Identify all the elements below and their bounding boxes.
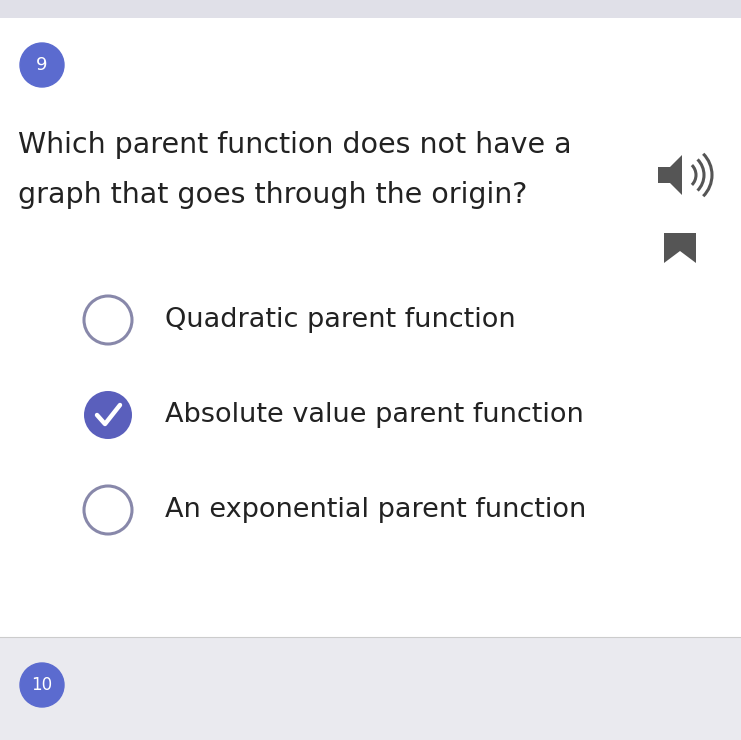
Circle shape — [84, 296, 132, 344]
Polygon shape — [658, 155, 682, 195]
FancyBboxPatch shape — [0, 0, 741, 18]
Text: graph that goes through the origin?: graph that goes through the origin? — [18, 181, 528, 209]
Circle shape — [84, 486, 132, 534]
Text: Absolute value parent function: Absolute value parent function — [165, 402, 584, 428]
Circle shape — [84, 391, 132, 439]
FancyBboxPatch shape — [0, 637, 741, 740]
Polygon shape — [664, 233, 696, 263]
Text: Quadratic parent function: Quadratic parent function — [165, 307, 516, 333]
Text: Which parent function does not have a: Which parent function does not have a — [18, 131, 571, 159]
Circle shape — [20, 43, 64, 87]
Circle shape — [20, 663, 64, 707]
Text: 10: 10 — [31, 676, 53, 694]
Text: 9: 9 — [36, 56, 47, 74]
Text: An exponential parent function: An exponential parent function — [165, 497, 586, 523]
FancyBboxPatch shape — [0, 0, 741, 637]
